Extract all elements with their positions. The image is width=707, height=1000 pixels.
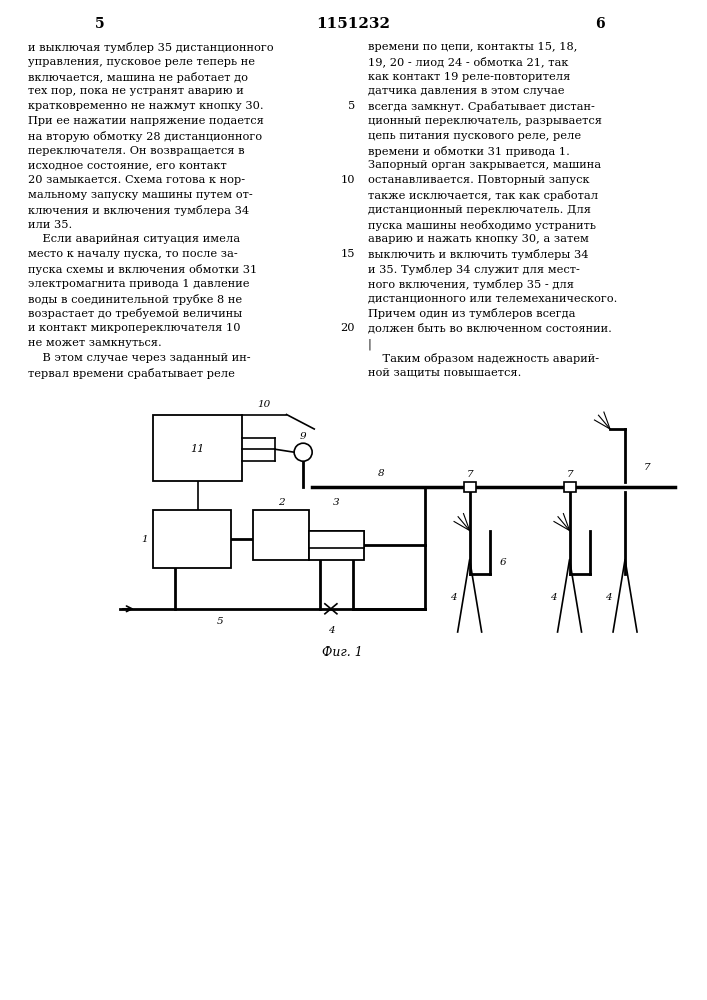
- Text: воды в соединительной трубке 8 не: воды в соединительной трубке 8 не: [28, 294, 242, 305]
- Text: как контакт 19 реле-повторителя: как контакт 19 реле-повторителя: [368, 72, 571, 82]
- Text: ключения и включения тумблера 34: ключения и включения тумблера 34: [28, 205, 249, 216]
- Text: и контакт микропереключателя 10: и контакт микропереключателя 10: [28, 323, 240, 333]
- Text: пуска машины необходимо устранить: пуска машины необходимо устранить: [368, 220, 596, 231]
- Text: 4: 4: [605, 593, 612, 602]
- Text: исходное состояние, его контакт: исходное состояние, его контакт: [28, 160, 227, 170]
- Text: 5: 5: [216, 617, 223, 626]
- Text: 7: 7: [467, 470, 473, 479]
- Circle shape: [294, 443, 312, 461]
- Bar: [309, 530, 364, 560]
- Text: 10: 10: [257, 400, 271, 409]
- Text: 20: 20: [341, 323, 355, 333]
- Text: 8: 8: [378, 469, 384, 478]
- Text: При ее нажатии напряжение подается: При ее нажатии напряжение подается: [28, 116, 264, 126]
- Bar: [563, 482, 575, 492]
- Text: не может замкнуться.: не может замкнуться.: [28, 338, 162, 348]
- Text: электромагнита привода 1 давление: электромагнита привода 1 давление: [28, 279, 250, 289]
- Text: времени и обмотки 31 привода 1.: времени и обмотки 31 привода 1.: [368, 146, 570, 157]
- Text: 7: 7: [644, 464, 650, 473]
- Text: В этом случае через заданный ин-: В этом случае через заданный ин-: [28, 353, 250, 363]
- Text: 4: 4: [327, 626, 334, 635]
- Text: и выключая тумблер 35 дистанционного: и выключая тумблер 35 дистанционного: [28, 42, 274, 53]
- Text: выключить и включить тумблеры 34: выключить и включить тумблеры 34: [368, 249, 588, 260]
- Text: ного включения, тумблер 35 - для: ного включения, тумблер 35 - для: [368, 279, 574, 290]
- Text: аварию и нажать кнопку 30, а затем: аварию и нажать кнопку 30, а затем: [368, 234, 589, 244]
- Text: 4: 4: [450, 593, 456, 602]
- Bar: [464, 482, 476, 492]
- Text: 11: 11: [191, 444, 205, 454]
- Text: и 35. Тумблер 34 служит для мест-: и 35. Тумблер 34 служит для мест-: [368, 264, 580, 275]
- Text: ной защиты повышается.: ной защиты повышается.: [368, 368, 521, 378]
- Text: также исключается, так как сработал: также исключается, так как сработал: [368, 190, 598, 201]
- Text: возрастает до требуемой величины: возрастает до требуемой величины: [28, 308, 243, 319]
- Text: пуска схемы и включения обмотки 31: пуска схемы и включения обмотки 31: [28, 264, 257, 275]
- Bar: [309, 530, 364, 548]
- Bar: [253, 510, 309, 560]
- Text: включается, машина не работает до: включается, машина не работает до: [28, 72, 248, 83]
- Text: всегда замкнут. Срабатывает дистан-: всегда замкнут. Срабатывает дистан-: [368, 101, 595, 112]
- Text: дистанционного или телемеханического.: дистанционного или телемеханического.: [368, 294, 617, 304]
- Text: 2: 2: [278, 498, 284, 507]
- Text: или 35.: или 35.: [28, 220, 72, 230]
- Text: на вторую обмотку 28 дистанционного: на вторую обмотку 28 дистанционного: [28, 131, 262, 142]
- Text: Фиг. 1: Фиг. 1: [322, 647, 363, 660]
- Text: |: |: [368, 338, 372, 350]
- Text: 9: 9: [300, 432, 306, 441]
- Text: 15: 15: [341, 249, 355, 259]
- Text: 6: 6: [595, 17, 604, 31]
- Text: останавливается. Повторный запуск: останавливается. Повторный запуск: [368, 175, 590, 185]
- Text: Если аварийная ситуация имела: Если аварийная ситуация имела: [28, 234, 240, 244]
- Text: 4: 4: [549, 593, 556, 602]
- Bar: [153, 510, 231, 568]
- Text: дистанционный переключатель. Для: дистанционный переключатель. Для: [368, 205, 591, 215]
- Text: времени по цепи, контакты 15, 18,: времени по цепи, контакты 15, 18,: [368, 42, 578, 52]
- Text: 5: 5: [95, 17, 105, 31]
- Text: Причем один из тумблеров всегда: Причем один из тумблеров всегда: [368, 308, 575, 319]
- Text: управления, пусковое реле теперь не: управления, пусковое реле теперь не: [28, 57, 255, 67]
- Text: ционный переключатель, разрывается: ционный переключатель, разрывается: [368, 116, 602, 126]
- Text: кратковременно не нажмут кнопку 30.: кратковременно не нажмут кнопку 30.: [28, 101, 264, 111]
- Text: 10: 10: [341, 175, 355, 185]
- Text: 19, 20 - лиод 24 - обмотка 21, так: 19, 20 - лиод 24 - обмотка 21, так: [368, 57, 568, 68]
- Text: переключателя. Он возвращается в: переключателя. Он возвращается в: [28, 146, 245, 156]
- Text: 20 замыкается. Схема готова к нор-: 20 замыкается. Схема готова к нор-: [28, 175, 245, 185]
- Bar: [153, 414, 242, 481]
- Text: 6: 6: [500, 558, 506, 567]
- Text: тервал времени срабатывает реле: тервал времени срабатывает реле: [28, 368, 235, 379]
- Text: цепь питания пускового реле, реле: цепь питания пускового реле, реле: [368, 131, 581, 141]
- Text: 5: 5: [348, 101, 355, 111]
- Text: тех пор, пока не устранят аварию и: тех пор, пока не устранят аварию и: [28, 86, 244, 96]
- Text: 3: 3: [333, 498, 340, 507]
- Text: должен быть во включенном состоянии.: должен быть во включенном состоянии.: [368, 323, 612, 334]
- Text: место к началу пуска, то после за-: место к началу пуска, то после за-: [28, 249, 238, 259]
- Text: Запорный орган закрывается, машина: Запорный орган закрывается, машина: [368, 160, 601, 170]
- Text: 7: 7: [566, 470, 573, 479]
- Text: мальному запуску машины путем от-: мальному запуску машины путем от-: [28, 190, 252, 200]
- Text: Таким образом надежность аварий-: Таким образом надежность аварий-: [368, 353, 599, 364]
- Text: 1151232: 1151232: [316, 17, 390, 31]
- Text: 1: 1: [141, 535, 148, 544]
- Text: датчика давления в этом случае: датчика давления в этом случае: [368, 86, 564, 96]
